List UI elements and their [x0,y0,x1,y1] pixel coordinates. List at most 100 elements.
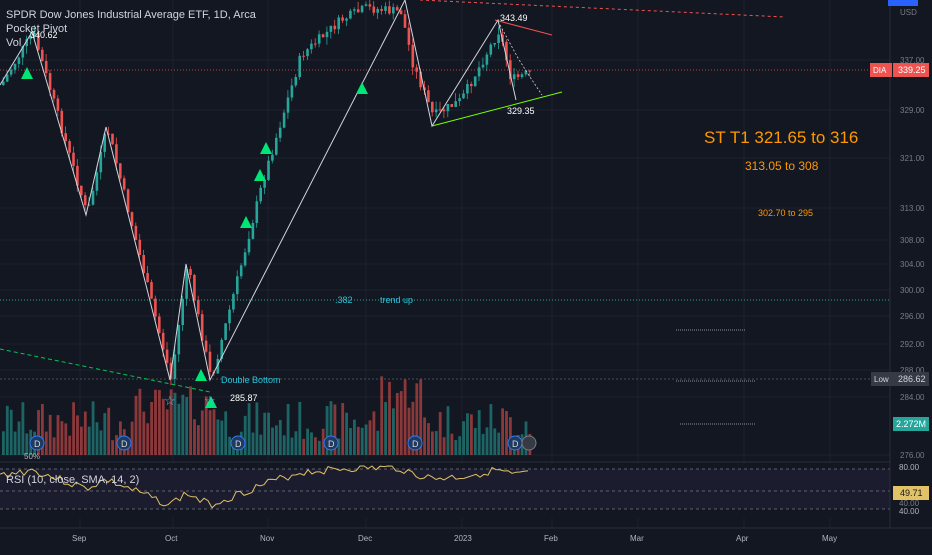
dividend-marker[interactable] [323,435,339,451]
candle-body [497,34,500,43]
volume-bar [275,425,278,455]
pivot-label-340: 340.62 [30,30,58,40]
candle-body [520,74,524,77]
dividend-marker[interactable] [29,435,45,451]
time-axis[interactable] [0,528,932,550]
candle-body [275,137,278,155]
candle-body [380,8,383,11]
volume-bar [317,440,321,455]
earnings-marker[interactable] [521,435,537,451]
candle-body [5,74,9,82]
price-tick: 329.00 [900,106,925,115]
candle-body [290,85,294,98]
volume-bar [286,404,290,455]
candle-body [466,84,469,94]
symbol-title[interactable]: SPDR Dow Jones Industrial Average ETF, 1… [6,9,256,21]
time-tick: 2023 [454,534,472,543]
candle-body [333,25,337,30]
support-trendline[interactable] [0,348,211,393]
candle-body [462,93,465,99]
volume-bar [477,410,481,455]
candle-body [434,109,438,113]
indicator-volume[interactable]: Vol [6,37,22,49]
candle-body [119,163,122,179]
time-tick: Dec [358,534,372,543]
dividend-marker[interactable] [407,435,423,451]
candle-body [353,9,356,11]
time-tick: Sep [72,534,87,543]
candle-body [310,43,313,50]
candle-body [83,195,87,206]
candle-body [512,74,516,80]
double-bottom-label: Double Bottom [221,375,281,385]
volume-bar [80,426,83,455]
volume-bar [462,421,465,455]
pivot-label-329: 329.35 [507,106,535,116]
volume-bar [68,435,72,455]
candle-body [388,6,391,14]
volume-bar [21,402,25,455]
candle-body [228,309,231,324]
volume-bar [493,428,497,455]
price-ticks: 337.00 329.00 321.00 313.00 308.00 304.00 300.… [900,56,925,460]
candle-body [384,6,387,11]
candle-body [204,340,208,352]
volume-bar [438,412,442,455]
volume-bar [466,413,469,455]
candle-body [314,43,317,45]
candle-body [9,69,13,75]
rsi-tick-lower: 40.00 [899,507,920,516]
volume-bar [17,421,21,455]
volume-bar [220,420,224,455]
candle-body [485,54,489,65]
volume-bar [158,390,161,455]
resistance-trendline[interactable] [419,0,786,18]
candle-body [251,223,255,239]
volume-bar [173,392,177,455]
volume-bar [407,407,411,455]
dividend-marker[interactable] [230,435,246,451]
candle-body [399,10,403,15]
wave-polyline[interactable] [0,0,517,382]
volume-bar [161,398,165,455]
candle-body [25,39,28,47]
volume-bar [25,433,29,455]
dividend-marker[interactable] [116,435,132,451]
candle-body [224,323,227,340]
candle-body [111,133,114,145]
candle-body [56,98,60,111]
candle-body [345,18,348,21]
volume-bar [298,401,302,455]
triangle-lower-line[interactable] [431,91,563,127]
last-price-value: 339.25 [898,65,926,75]
volume-bar [384,402,387,455]
volume-bar [489,404,493,455]
last-price-tag [893,63,929,77]
price-tick: 308.00 [900,236,925,245]
time-tick: Oct [165,534,178,543]
chart-legend[interactable]: SPDR Dow Jones Industrial Average ETF, 1… [6,8,256,50]
currency-label: USD [900,8,917,17]
candle-body [80,185,83,196]
triangle-upper-line[interactable] [494,19,553,36]
volume-bar [431,431,434,455]
candle-body [197,299,200,315]
candle-body [473,76,477,87]
volume-bar [321,428,325,455]
candle-body [407,27,411,45]
indicator-pocket-pivot[interactable]: Pocket Pivot [6,23,68,35]
volume-bar [60,421,64,455]
candle-body [220,339,223,359]
signal-arrow [195,369,207,381]
volume-bar [380,376,384,455]
rsi-line[interactable] [0,465,529,509]
candle-body [52,89,56,99]
volume-bar [306,428,309,455]
dividend-letter: D [412,439,419,449]
price-axis[interactable] [890,0,932,528]
volume-bar [95,422,99,455]
volume-bar [333,404,337,455]
volume-bar [310,432,313,455]
